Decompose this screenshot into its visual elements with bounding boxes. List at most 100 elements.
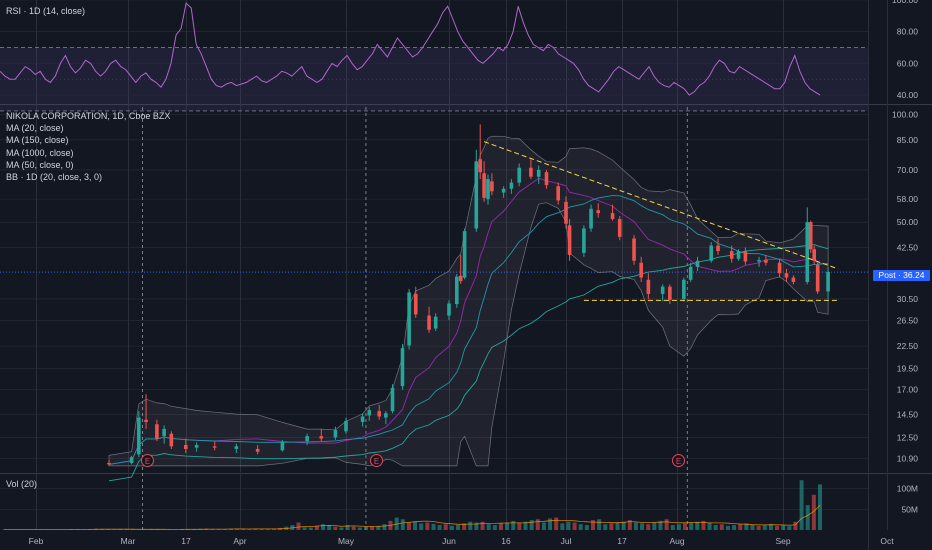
candle-body bbox=[556, 186, 560, 201]
volume-bar bbox=[357, 527, 362, 530]
volume-bar bbox=[603, 524, 608, 530]
volume-bar bbox=[621, 521, 626, 530]
price-y-tick-label: 26.50 bbox=[897, 316, 919, 326]
candle-body bbox=[433, 316, 438, 329]
volume-bar bbox=[443, 524, 448, 530]
candle-body bbox=[805, 222, 810, 283]
volume-bar bbox=[683, 523, 688, 530]
volume-bar bbox=[302, 527, 307, 530]
volume-bar bbox=[498, 523, 503, 530]
candle-body bbox=[144, 419, 148, 423]
volume-bar bbox=[750, 525, 755, 530]
candle-body bbox=[255, 448, 260, 452]
volume-bar bbox=[701, 520, 706, 530]
candle-body bbox=[610, 213, 615, 220]
bb-legend: BB · 1D (20, close, 3, 0) bbox=[6, 172, 103, 183]
trend-line bbox=[483, 141, 839, 270]
price-y-tick-label: 22.50 bbox=[897, 341, 919, 351]
x-tick-label: Feb bbox=[29, 536, 44, 546]
volume-bar bbox=[241, 528, 246, 530]
volume-bar bbox=[413, 521, 418, 530]
candle-body bbox=[458, 275, 463, 282]
price-y-tick-label: 30.50 bbox=[897, 294, 919, 304]
volume-bar bbox=[787, 526, 792, 530]
candle-body bbox=[784, 273, 789, 278]
volume-bar bbox=[615, 522, 620, 530]
earnings-marker-may[interactable]: E bbox=[370, 454, 383, 467]
post-value: 36.24 bbox=[903, 270, 925, 280]
volume-bar bbox=[247, 529, 252, 530]
candle-body bbox=[280, 442, 285, 451]
volume-bar bbox=[529, 520, 534, 530]
earnings-marker-aug[interactable]: E bbox=[672, 454, 685, 467]
volume-bar bbox=[216, 529, 221, 530]
volume-bar bbox=[308, 527, 313, 530]
candle-body bbox=[777, 262, 782, 274]
x-tick-label: Jul bbox=[561, 536, 572, 546]
earnings-marker-mar[interactable]: E bbox=[141, 454, 154, 467]
volume-bar bbox=[713, 525, 718, 530]
symbol-title: NIKOLA CORPORATION, 1D, Cboe BZX bbox=[6, 111, 171, 121]
candle-body bbox=[305, 436, 309, 442]
x-tick-label: May bbox=[338, 536, 355, 546]
rsi-line bbox=[0, 2, 821, 96]
volume-bar bbox=[437, 525, 442, 530]
post-price-badge: Post · 36.24 bbox=[873, 270, 930, 281]
volume-bar bbox=[314, 525, 319, 530]
volume-bar bbox=[572, 522, 577, 530]
candle-body bbox=[536, 169, 541, 177]
candle-body bbox=[474, 161, 479, 229]
volume-bar bbox=[339, 527, 344, 530]
volume-bar bbox=[695, 521, 700, 530]
volume-bar bbox=[707, 522, 712, 530]
earnings-marker-label: E bbox=[373, 457, 380, 466]
volume-bar bbox=[486, 524, 491, 530]
volume-bar bbox=[535, 519, 540, 530]
candle-body bbox=[682, 279, 686, 299]
candle-body bbox=[729, 251, 734, 259]
rsi-y-tick-label: 40.00 bbox=[897, 90, 919, 100]
price-y-tick-label: 19.50 bbox=[897, 363, 919, 373]
candle-body bbox=[660, 286, 665, 294]
price-y-tick-label: 14.50 bbox=[897, 409, 919, 419]
x-tick-label: Mar bbox=[121, 536, 136, 546]
volume-bar bbox=[382, 524, 387, 530]
price-y-tick-label: 70.00 bbox=[897, 165, 919, 175]
volume-y-tick-label: 100M bbox=[897, 484, 918, 494]
volume-bar bbox=[419, 523, 424, 530]
candle-body bbox=[184, 444, 188, 449]
candle-body bbox=[482, 173, 486, 198]
candle-body bbox=[490, 181, 494, 192]
volume-bar bbox=[541, 522, 546, 530]
volume-bar bbox=[271, 528, 276, 530]
main-legend: NIKOLA CORPORATION, 1D, Cboe BZX MA (20,… bbox=[6, 110, 170, 183]
volume-bar bbox=[664, 519, 669, 530]
volume-bar bbox=[627, 520, 632, 530]
candle-body bbox=[333, 430, 338, 438]
price-y-tick-label: 42.50 bbox=[897, 242, 919, 252]
candle-body bbox=[589, 208, 593, 229]
candle-body bbox=[695, 260, 700, 267]
volume-bar bbox=[560, 523, 565, 530]
volume-bar bbox=[363, 526, 368, 530]
candle-body bbox=[639, 262, 643, 278]
volume-bar bbox=[775, 525, 780, 530]
candle-body bbox=[478, 159, 482, 173]
candle-body bbox=[815, 264, 820, 292]
ma20-legend: MA (20, close) bbox=[6, 123, 64, 134]
candle-body bbox=[344, 420, 348, 432]
volume-bar bbox=[744, 523, 749, 530]
candle-body bbox=[617, 219, 622, 237]
ma50-legend: MA (50, close, 0) bbox=[6, 159, 74, 170]
candle-body bbox=[367, 410, 372, 416]
post-label: Post bbox=[878, 270, 896, 280]
volume-bar bbox=[480, 521, 485, 530]
volume-bar bbox=[517, 522, 522, 530]
price-y-tick-label: 58.00 bbox=[897, 194, 919, 204]
candle-body bbox=[155, 424, 159, 439]
volume-bar bbox=[818, 484, 822, 530]
volume-legend: Vol (20) bbox=[6, 478, 37, 490]
volume-legend-text: Vol (20) bbox=[6, 479, 38, 489]
volume-bar bbox=[633, 522, 638, 530]
